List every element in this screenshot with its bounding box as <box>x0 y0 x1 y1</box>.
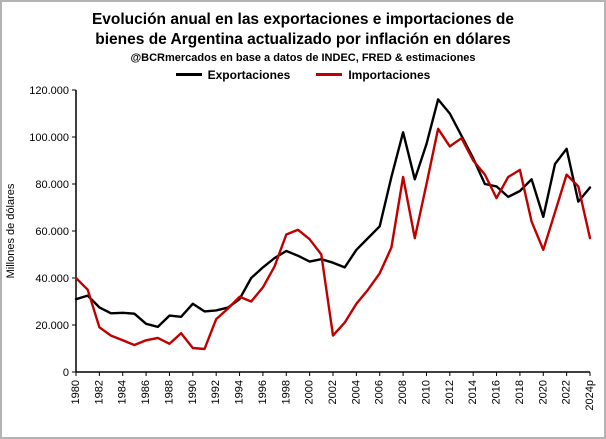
svg-text:1996: 1996 <box>257 380 269 404</box>
svg-text:1998: 1998 <box>280 380 292 404</box>
chart-plot-area: 0 20.000 40.000 60.000 80.000 100.000 120.000 1… <box>2 84 604 437</box>
svg-text:0: 0 <box>63 367 69 379</box>
svg-text:80.000: 80.000 <box>35 179 69 191</box>
chart-subtitle: @BCRmercados en base a datos de INDEC, F… <box>130 51 476 64</box>
svg-text:2010: 2010 <box>420 380 432 404</box>
importaciones-line-swatch <box>316 73 343 77</box>
svg-text:1982: 1982 <box>93 380 105 404</box>
chart-title-line-2: bienes de Argentina actualizado por infl… <box>95 30 511 48</box>
exportaciones-line-swatch <box>175 73 202 77</box>
legend-label-exportaciones: Exportaciones <box>207 67 291 82</box>
svg-text:2000: 2000 <box>304 380 316 404</box>
svg-text:2022: 2022 <box>561 380 573 404</box>
svg-text:2008: 2008 <box>397 380 409 404</box>
legend-item-importaciones: Importaciones <box>316 68 430 82</box>
svg-text:2012: 2012 <box>444 380 456 404</box>
svg-text:2016: 2016 <box>491 380 503 404</box>
svg-text:2014: 2014 <box>467 380 479 404</box>
svg-text:1980: 1980 <box>70 380 82 404</box>
svg-text:2004: 2004 <box>350 380 362 404</box>
legend-label-importaciones: Importaciones <box>348 67 431 82</box>
chart-title-line-1: Evolución anual en las exportaciones e i… <box>91 11 515 28</box>
svg-text:2020: 2020 <box>537 380 549 404</box>
svg-text:100.000: 100.000 <box>29 132 69 144</box>
svg-text:1986: 1986 <box>140 380 152 404</box>
svg-text:2006: 2006 <box>374 380 386 404</box>
svg-text:Millones de dólares: Millones de dólares <box>5 183 17 278</box>
svg-text:1988: 1988 <box>163 380 175 404</box>
svg-text:20.000: 20.000 <box>35 320 69 332</box>
svg-text:40.000: 40.000 <box>35 273 69 285</box>
svg-text:2018: 2018 <box>514 380 526 404</box>
svg-text:120.000: 120.000 <box>29 85 69 97</box>
svg-text:1990: 1990 <box>187 380 199 404</box>
svg-text:2002: 2002 <box>327 380 339 404</box>
legend-item-exportaciones: Exportaciones <box>175 67 291 82</box>
chart-legend: Exportaciones Importaciones <box>2 66 604 84</box>
svg-text:1984: 1984 <box>117 380 129 404</box>
svg-text:1994: 1994 <box>234 380 246 404</box>
svg-text:2024p: 2024p <box>584 380 596 411</box>
svg-text:60.000: 60.000 <box>35 226 69 238</box>
line-chart-svg: 0 20.000 40.000 60.000 80.000 100.000 120.000 1… <box>5 85 596 411</box>
chart-title-block: Evolución anual en las exportaciones e i… <box>2 2 604 64</box>
svg-text:1992: 1992 <box>210 380 222 404</box>
